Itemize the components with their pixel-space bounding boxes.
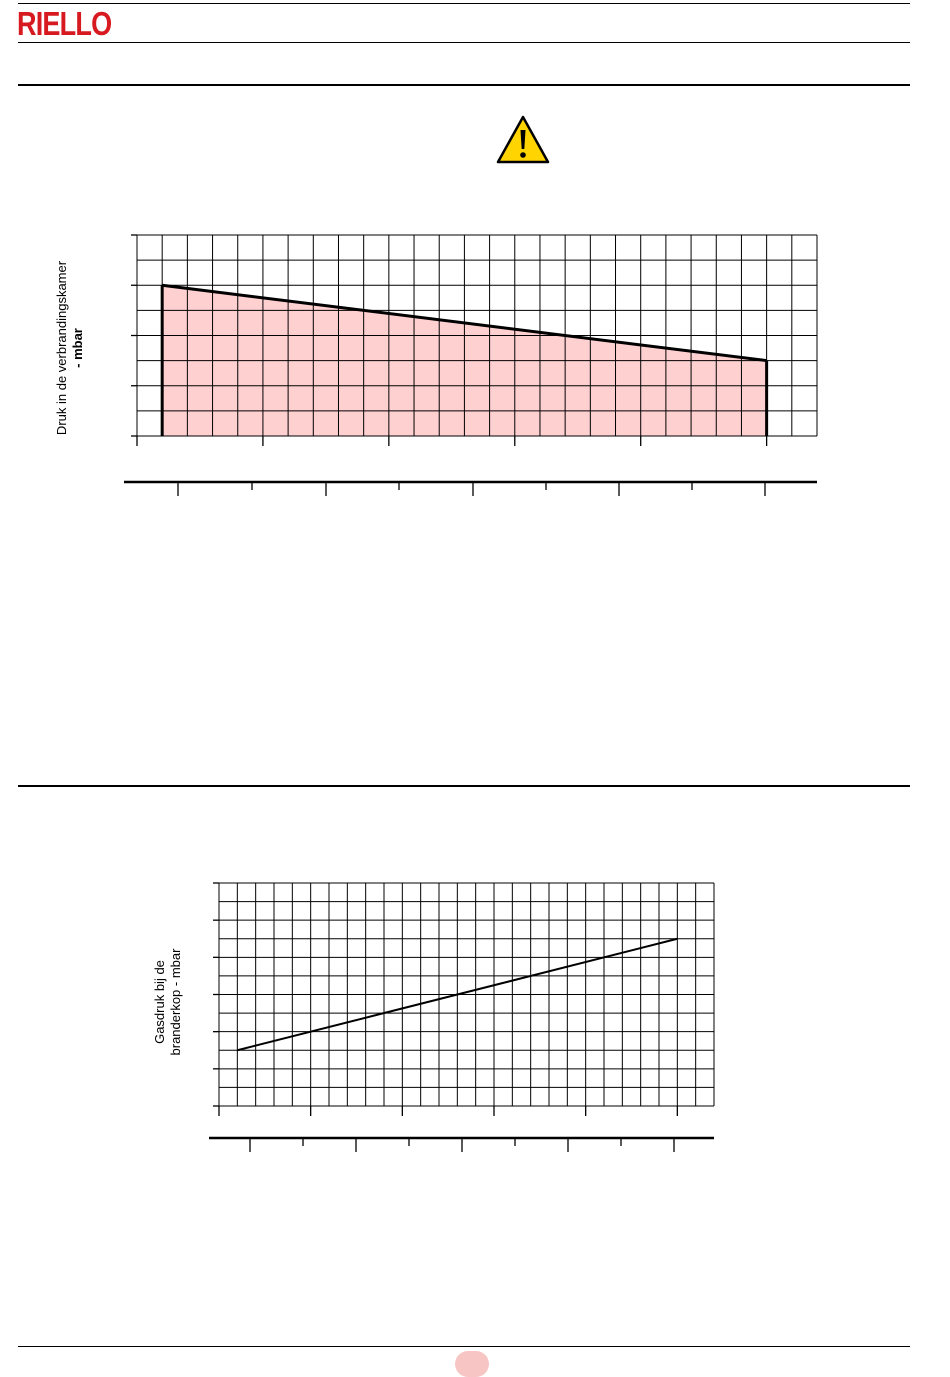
chart1-y-label-unit: - mbar [70, 328, 85, 368]
header-top-rule [18, 3, 910, 4]
chart2-y-label-line2: branderkop - mbar [168, 948, 183, 1056]
chart2-series-line [237, 937, 678, 1052]
gas-head-pressure-chart [209, 882, 715, 1152]
chart2-y-axis-label: Gasdruk bij de branderkop - mbar [152, 949, 184, 1056]
combustion-chamber-pressure-chart [124, 234, 818, 496]
chart2-y-label-line1: Gasdruk bij de [152, 960, 167, 1044]
chart1-y-label-line1: Druk in de verbrandingskamer [54, 260, 69, 436]
warning-triangle-icon [496, 115, 550, 164]
chart1-series-line [161, 283, 767, 363]
section-divider-2 [18, 785, 910, 787]
footer-rule [18, 1346, 910, 1347]
chart1-y-axis-label: Druk in de verbrandingskamer - mbar [54, 261, 86, 435]
section-divider-1 [18, 84, 910, 86]
header-bottom-rule [18, 42, 910, 43]
riello-logo: RIELLO [17, 5, 112, 42]
page-number-badge [455, 1351, 489, 1377]
